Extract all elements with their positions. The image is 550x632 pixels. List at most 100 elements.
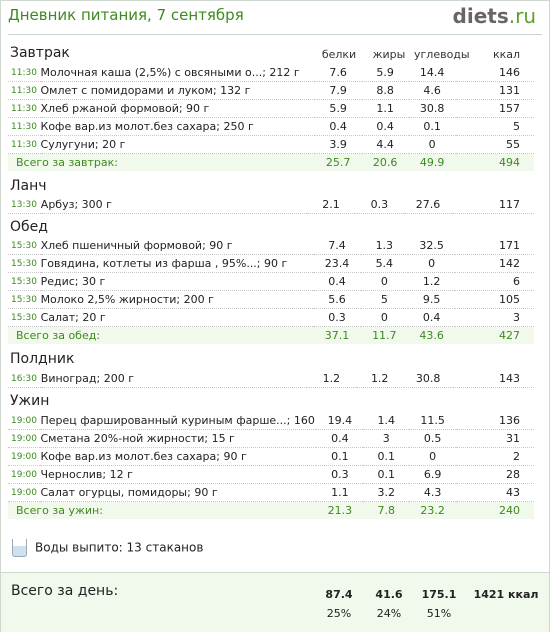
food-kcal: 157 [455,99,534,118]
day-total-label: Всего за день: [11,583,119,599]
food-row[interactable]: 15:30 Хлеб пшеничный формовой; 90 г 7.4 1.3… [8,237,534,255]
meal-title-dinner: Обед [10,219,48,235]
food-fat: 0.1 [363,465,410,484]
food-carbs: 0.5 [409,429,457,448]
food-row[interactable]: 11:30 Омлет с помидорами и луком; 132 г 7.… [8,81,534,100]
meal-total-row: Всего за завтрак: 25.7 20.6 49.9 494 [8,153,534,171]
food-row[interactable]: 13:30 Арбуз; 300 г 2.1 0.3 27.6 117 [8,196,534,214]
food-fat: 8.8 [361,81,409,100]
day-total-fat: 41.6 [375,588,403,601]
food-kcal: 6 [455,272,534,291]
food-carbs: 0 [409,447,457,466]
food-row[interactable]: 19:00 Салат огурцы, помидоры; 90 г 1.1 3.2 4… [8,483,534,502]
meal-table-dinner: 15:30 Хлеб пшеничный формовой; 90 г 7.4 1.3… [8,237,534,344]
food-row[interactable]: 19:00 Чернослив; 12 г 0.3 0.1 6.9 28 [8,465,534,484]
food-kcal: 142 [455,254,534,273]
food-row[interactable]: 15:30 Говядина, котлеты из фарша , 95%...… [8,254,534,273]
food-name: Салат огурцы, помидоры; 90 г [40,483,317,502]
day-total-box: Всего за день: 87.4 41.6 175.1 1421 ккал… [1,572,549,632]
food-time: 11:30 [8,135,41,154]
food-time: 19:00 [8,429,41,448]
meal-table-breakfast: 11:30 Молочная каша (2,5%) с овсяными о..… [8,64,534,171]
meal-total-label: Всего за завтрак: [8,153,315,171]
food-carbs: 4.3 [409,483,457,502]
food-row[interactable]: 19:00 Кофе вар.из молот.без сахара; 90 г 0… [8,447,534,466]
food-fat: 3 [363,429,410,448]
water-text: Воды выпито: 13 стаканов [35,540,204,555]
food-kcal: 171 [455,237,534,255]
food-row[interactable]: 11:30 Хлеб ржаной формовой; 90 г 5.9 1.1 30.… [8,99,534,118]
food-row[interactable]: 19:00 Перец фаршированный куриным фарше..… [8,412,534,430]
meal-total-fat: 11.7 [360,326,408,344]
food-carbs: 0 [407,254,456,273]
food-row[interactable]: 15:30 Салат; 20 г 0.3 0 0.4 3 [8,308,534,327]
meal-title-snack: Полдник [10,351,75,367]
col-fat: жиры [372,48,406,61]
meal-total-fat: 20.6 [361,153,409,171]
meal-total-kcal: 240 [456,501,534,519]
food-carbs: 9.5 [407,290,456,309]
meal-table-supper: 19:00 Перец фаршированный куриным фарше..… [8,412,534,519]
meal-total-label: Всего за ужин: [8,501,317,519]
day-pct-protein: 25% [326,607,352,620]
meal-total-carbs: 49.9 [408,153,456,171]
food-kcal: 146 [455,64,534,82]
food-carbs: 0.1 [408,117,456,136]
meal-table-lunch: 13:30 Арбуз; 300 г 2.1 0.3 27.6 117 [8,196,534,214]
food-row[interactable]: 15:30 Редис; 30 г 0.4 0 1.2 6 [8,272,534,291]
food-time: 19:00 [8,412,41,430]
site-logo[interactable]: diets.ru [453,4,536,28]
food-row[interactable]: 11:30 Молочная каша (2,5%) с овсяными о..… [8,64,534,82]
food-fat: 5.4 [360,254,408,273]
glass-icon [12,539,27,557]
food-row[interactable]: 11:30 Сулугуни; 20 г 3.9 4.4 0 55 [8,135,534,154]
meal-title-supper: Ужин [10,393,50,409]
food-time: 19:00 [8,465,41,484]
day-pct-fat: 24% [376,607,402,620]
food-protein: 3.9 [314,135,362,154]
food-time: 11:30 [8,99,41,118]
food-carbs: 0 [408,135,456,154]
meal-total-fat: 7.8 [363,501,410,519]
food-kcal: 3 [455,308,534,327]
meal-total-protein: 37.1 [313,326,361,344]
food-row[interactable]: 11:30 Кофе вар.из молот.без сахара; 250 г… [8,117,534,136]
food-kcal: 31 [456,429,534,448]
food-kcal: 5 [455,117,534,136]
food-kcal: 43 [456,483,534,502]
food-carbs: 6.9 [409,465,457,484]
food-fat: 1.4 [363,412,410,430]
food-time: 15:30 [8,237,41,255]
food-row[interactable]: 16:30 Виноград; 200 г 1.2 1.2 30.8 143 [8,370,534,388]
food-carbs: 32.5 [407,237,456,255]
food-name: Омлет с помидорами и луком; 132 г [40,81,315,100]
food-name: Сметана 20%-ной жирности; 15 г [40,429,317,448]
food-protein: 7.9 [314,81,362,100]
day-total-kcal: 1421 ккал [473,588,539,601]
food-protein: 0.4 [313,272,361,291]
food-time: 16:30 [8,370,41,388]
food-protein: 0.3 [313,308,361,327]
food-kcal: 136 [456,412,534,430]
food-time: 11:30 [8,64,41,82]
page-title: Дневник питания, 7 сентября [8,6,244,24]
food-carbs: 27.6 [403,196,453,214]
food-protein: 1.2 [307,370,356,388]
food-time: 13:30 [8,196,41,214]
food-kcal: 117 [452,196,534,214]
water-intake: Воды выпито: 13 стаканов [12,539,203,557]
meal-total-label: Всего за обед: [8,326,314,344]
food-name: Хлеб пшеничный формовой; 90 г [40,237,314,255]
food-name: Кофе вар.из молот.без сахара; 90 г [40,447,317,466]
food-fat: 0.4 [361,117,409,136]
food-protein: 0.4 [316,429,364,448]
food-row[interactable]: 19:00 Сметана 20%-ной жирности; 15 г 0.4 3 0… [8,429,534,448]
meal-total-row: Всего за обед: 37.1 11.7 43.6 427 [8,326,534,344]
food-row[interactable]: 15:30 Молоко 2,5% жирности; 200 г 5.6 5 9.5 1… [8,290,534,309]
day-pct-carbs: 51% [426,607,452,620]
food-protein: 1.1 [316,483,364,502]
food-carbs: 4.6 [408,81,456,100]
food-time: 19:00 [8,447,41,466]
day-total-carbs: 175.1 [421,588,457,601]
food-name: Виноград; 200 г [40,370,308,388]
